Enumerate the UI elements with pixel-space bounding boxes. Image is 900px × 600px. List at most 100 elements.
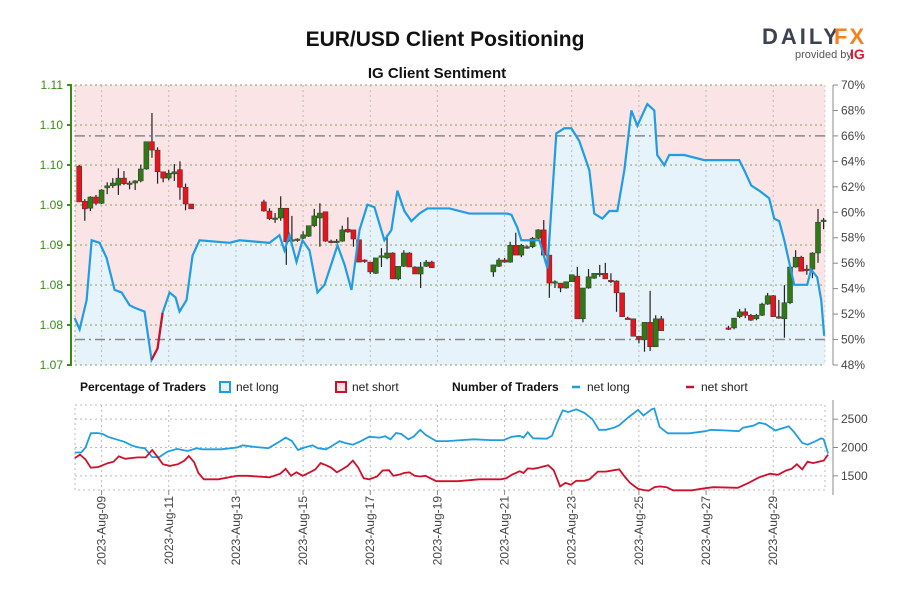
candle — [378, 248, 385, 267]
candle-body — [770, 295, 776, 317]
legend: Percentage of Traders net long net short… — [80, 380, 748, 394]
candle-body — [182, 186, 189, 205]
candle — [513, 232, 519, 256]
date-tick-label: 2023-Aug-27 — [699, 496, 713, 566]
candle-body — [636, 336, 642, 340]
candle — [759, 302, 765, 316]
pct-tick-label: 64% — [841, 154, 865, 168]
candle — [110, 178, 116, 188]
candle — [412, 266, 418, 275]
candle-body — [501, 259, 508, 263]
candle — [138, 164, 144, 183]
candle-body — [406, 252, 413, 268]
candle — [76, 164, 82, 203]
candle-body — [608, 280, 614, 283]
candle-body — [507, 245, 513, 263]
candle — [742, 308, 748, 319]
candle — [373, 257, 379, 274]
candle — [580, 287, 586, 323]
price-tick-label: 1.09 — [40, 198, 64, 212]
candle-body — [322, 211, 329, 242]
candle — [647, 290, 653, 351]
candle-body — [339, 229, 346, 242]
candle-body — [412, 266, 418, 275]
candle-body — [792, 256, 799, 268]
candle — [294, 238, 301, 242]
candle — [815, 208, 821, 263]
pct-tick-label: 58% — [841, 231, 865, 245]
candle-body — [110, 182, 116, 187]
candle-body — [602, 273, 609, 280]
candle-body — [121, 177, 127, 184]
candle-body — [261, 201, 267, 212]
net-long-count-line — [74, 407, 829, 459]
candle-body — [591, 273, 597, 279]
candle — [166, 169, 172, 181]
candle — [384, 234, 390, 260]
candle-body — [328, 240, 334, 243]
candle-body — [641, 322, 648, 341]
candle — [585, 269, 592, 289]
candle — [277, 196, 284, 221]
candle — [518, 243, 525, 258]
sentiment-line — [73, 102, 826, 364]
candle-body — [535, 229, 541, 239]
candle-body — [171, 171, 178, 175]
candle-body — [138, 168, 144, 182]
pct-tick-label: 68% — [841, 103, 865, 117]
candle — [406, 252, 413, 268]
date-tick-label: 2023-Aug-09 — [95, 496, 109, 566]
candle — [552, 280, 558, 288]
candle — [792, 250, 799, 268]
legend-num-short: net short — [701, 380, 748, 394]
candle — [524, 245, 530, 249]
candle-body — [759, 303, 765, 316]
candle — [132, 180, 138, 190]
candle-body — [367, 261, 373, 273]
candle — [804, 264, 810, 275]
candle-body — [154, 149, 161, 173]
candle-body — [149, 141, 155, 151]
legend-pct-short-swatch — [335, 381, 347, 393]
candle-body — [580, 287, 586, 320]
legend-number-title: Number of Traders — [452, 380, 559, 394]
chart-title: EUR/USD Client Positioning — [306, 28, 585, 51]
candle — [776, 299, 782, 319]
candle — [591, 273, 597, 279]
candle — [104, 182, 110, 195]
candle-body — [98, 189, 105, 204]
candle — [636, 336, 642, 344]
logo-provided-by: provided by — [795, 49, 852, 61]
net-short-count-line — [74, 448, 829, 492]
dailyfx-logo: DAILY FX provided by IG — [762, 24, 865, 62]
count-tick-label: 2500 — [841, 412, 868, 426]
candle-body — [776, 316, 782, 319]
candle-body — [513, 245, 519, 256]
candle — [115, 168, 122, 195]
pct-tick-label: 60% — [841, 205, 865, 219]
date-tick-label: 2023-Aug-21 — [498, 496, 512, 566]
candle — [339, 225, 346, 242]
candle — [272, 213, 278, 223]
candle — [736, 309, 743, 319]
candle — [401, 250, 407, 267]
candle — [725, 325, 732, 330]
date-tick-label: 2023-Aug-25 — [632, 496, 646, 566]
candle — [770, 295, 776, 317]
candle-body — [345, 228, 351, 233]
candle — [496, 257, 502, 267]
candle-body — [731, 317, 737, 329]
candle-body — [815, 221, 821, 254]
candle-body — [652, 318, 659, 348]
price-tick-label: 1.07 — [40, 358, 64, 372]
candle-body — [496, 259, 502, 267]
candle — [317, 203, 323, 247]
candle-body — [143, 141, 150, 170]
candle — [490, 264, 497, 277]
price-tick-label: 1.08 — [40, 318, 64, 332]
candle-body — [552, 281, 558, 284]
candle — [300, 231, 306, 239]
candle-body — [272, 217, 278, 220]
legend-num-long: net long — [587, 380, 630, 394]
candle — [87, 196, 94, 211]
